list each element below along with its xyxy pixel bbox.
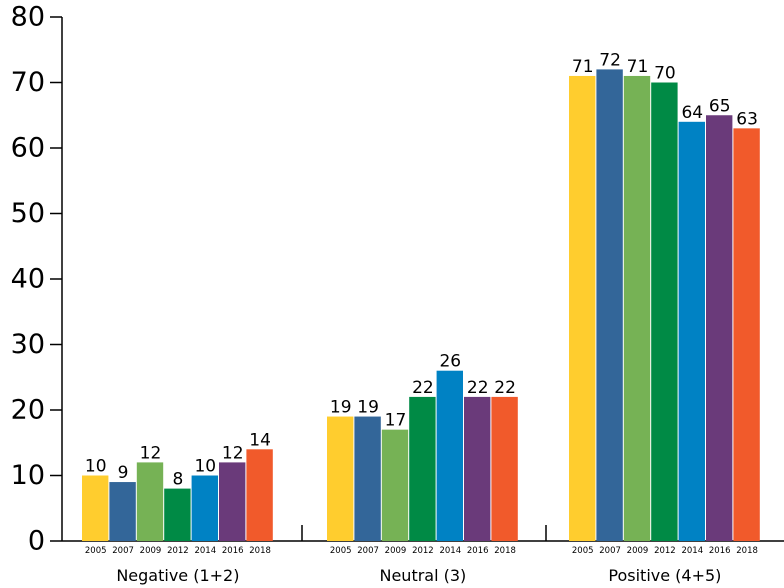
series-year-label: 2014 [681,546,703,556]
bar [109,482,136,541]
bar-value-label: 70 [654,64,676,84]
series-year-label: 2005 [330,546,352,556]
series-year-label: 2018 [736,546,758,556]
category-label: Negative (1+2) [116,566,239,585]
series-year-label: 2009 [140,546,162,556]
series-year-label: 2018 [249,546,271,556]
series-year-label: 2009 [627,546,649,556]
bar [436,370,463,541]
bar-value-label: 8 [172,470,183,490]
bar [136,462,164,541]
series-year-label: 2005 [572,546,594,556]
series-year-label: 2016 [222,546,244,556]
bar-value-label: 64 [681,103,703,123]
bar [82,475,109,541]
bar [464,396,491,541]
bar [678,121,705,542]
y-tick-label: 80 [11,2,45,33]
bar-value-label: 71 [627,57,649,77]
bar-value-label: 65 [709,96,731,116]
bar-value-label: 19 [357,398,379,418]
bar [733,128,760,541]
y-tick-label: 50 [11,198,45,229]
category-label: Neutral (3) [379,566,466,585]
series-year-label: 2016 [709,546,731,556]
y-tick-label: 10 [11,460,45,491]
y-tick-label: 60 [11,133,45,164]
series-year-label: 2012 [654,546,676,556]
series-year-label: 2014 [439,546,461,556]
bar-value-label: 12 [222,443,244,463]
bar [246,449,273,541]
series-year-label: 2005 [85,546,107,556]
series-year-label: 2007 [112,546,134,556]
bar [354,416,381,541]
bar [191,475,218,541]
series-year-label: 2012 [412,546,434,556]
bar-value-label: 22 [467,378,489,398]
series-year-label: 2016 [467,546,489,556]
bar [381,429,409,541]
bar [409,396,436,541]
bar-value-label: 26 [439,352,461,372]
bar [651,82,678,541]
bar-value-label: 10 [85,457,107,477]
y-tick-label: 0 [28,526,45,557]
series-year-label: 2018 [494,546,516,556]
bar [623,75,651,541]
bar [491,396,518,541]
bar [327,416,354,541]
y-tick-label: 30 [11,329,45,360]
series-year-label: 2007 [599,546,621,556]
bar-value-label: 63 [736,109,758,129]
bar [164,488,191,541]
bar-value-label: 9 [118,463,129,483]
bar [569,75,596,541]
y-tick-label: 40 [11,264,45,295]
series-year-label: 2014 [194,546,216,556]
bar-value-label: 14 [249,430,271,450]
series-year-label: 2009 [385,546,407,556]
bar [219,462,246,541]
bar-value-label: 22 [494,378,516,398]
series-year-label: 2007 [357,546,379,556]
bar-value-label: 17 [385,411,407,431]
bar [706,115,733,541]
y-tick-label: 20 [11,395,45,426]
y-tick-label: 70 [11,67,45,98]
bar [596,69,623,542]
bar-value-label: 12 [140,443,162,463]
bar-value-label: 19 [330,398,352,418]
series-year-label: 2012 [167,546,189,556]
category-label: Positive (4+5) [608,566,721,585]
bar-value-label: 71 [572,57,594,77]
bar-value-label: 22 [412,378,434,398]
bar-value-label: 72 [599,50,621,70]
bar-value-label: 10 [194,457,216,477]
